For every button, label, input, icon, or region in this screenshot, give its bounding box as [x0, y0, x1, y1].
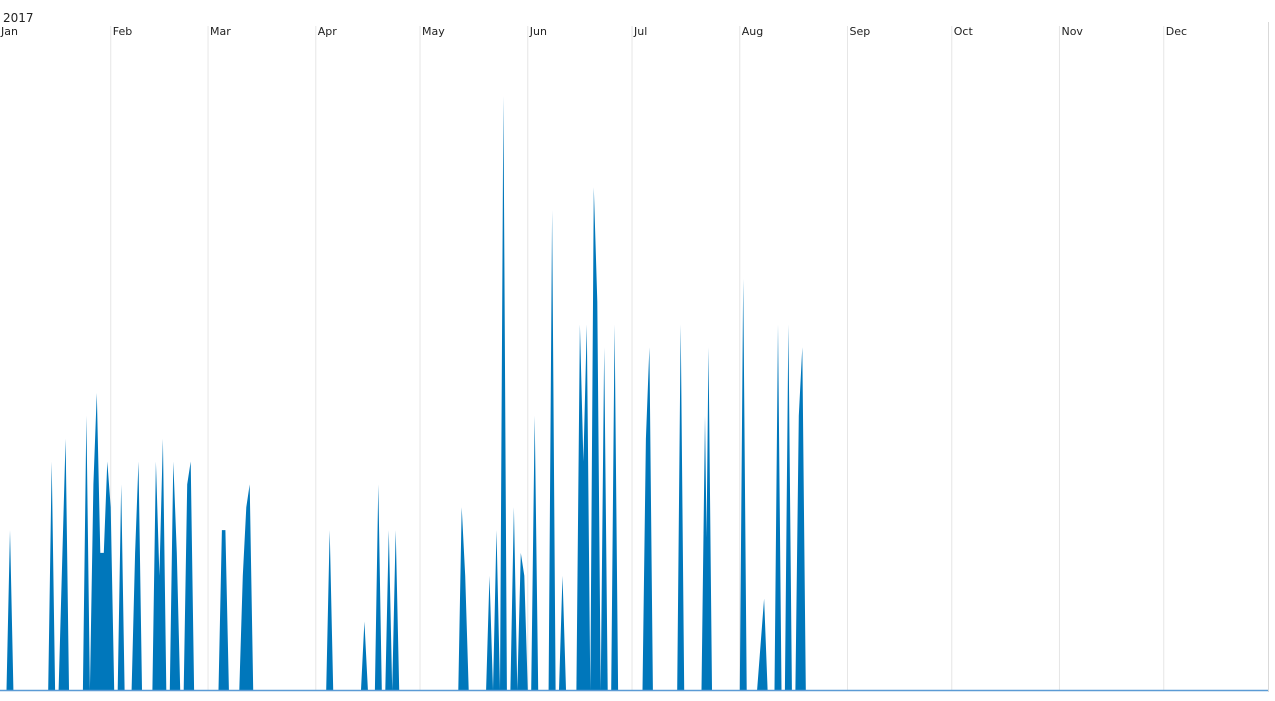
series-group: [6, 96, 806, 690]
x-tick-label-jan: Jan: [0, 25, 18, 38]
x-tick-label-feb: Feb: [113, 25, 132, 38]
x-tick-label-apr: Apr: [318, 25, 338, 38]
x-tick-label-may: May: [422, 25, 445, 38]
x-axis-ticks: Jan Feb Mar Apr May Jun Jul Aug Sep Oct Nov Dec: [0, 25, 1187, 38]
x-tick-label-aug: Aug: [742, 25, 763, 38]
x-tick-label-jun: Jun: [529, 25, 547, 38]
year-label: 2017: [3, 11, 34, 25]
x-tick-label-nov: Nov: [1061, 25, 1083, 38]
x-tick-label-dec: Dec: [1166, 25, 1187, 38]
x-tick-label-sep: Sep: [849, 25, 870, 38]
x-tick-label-mar: Mar: [210, 25, 231, 38]
month-gridlines: [110, 26, 1165, 690]
x-tick-label-oct: Oct: [954, 25, 974, 38]
x-tick-label-jul: Jul: [633, 25, 647, 38]
area-series-0: [6, 96, 806, 690]
